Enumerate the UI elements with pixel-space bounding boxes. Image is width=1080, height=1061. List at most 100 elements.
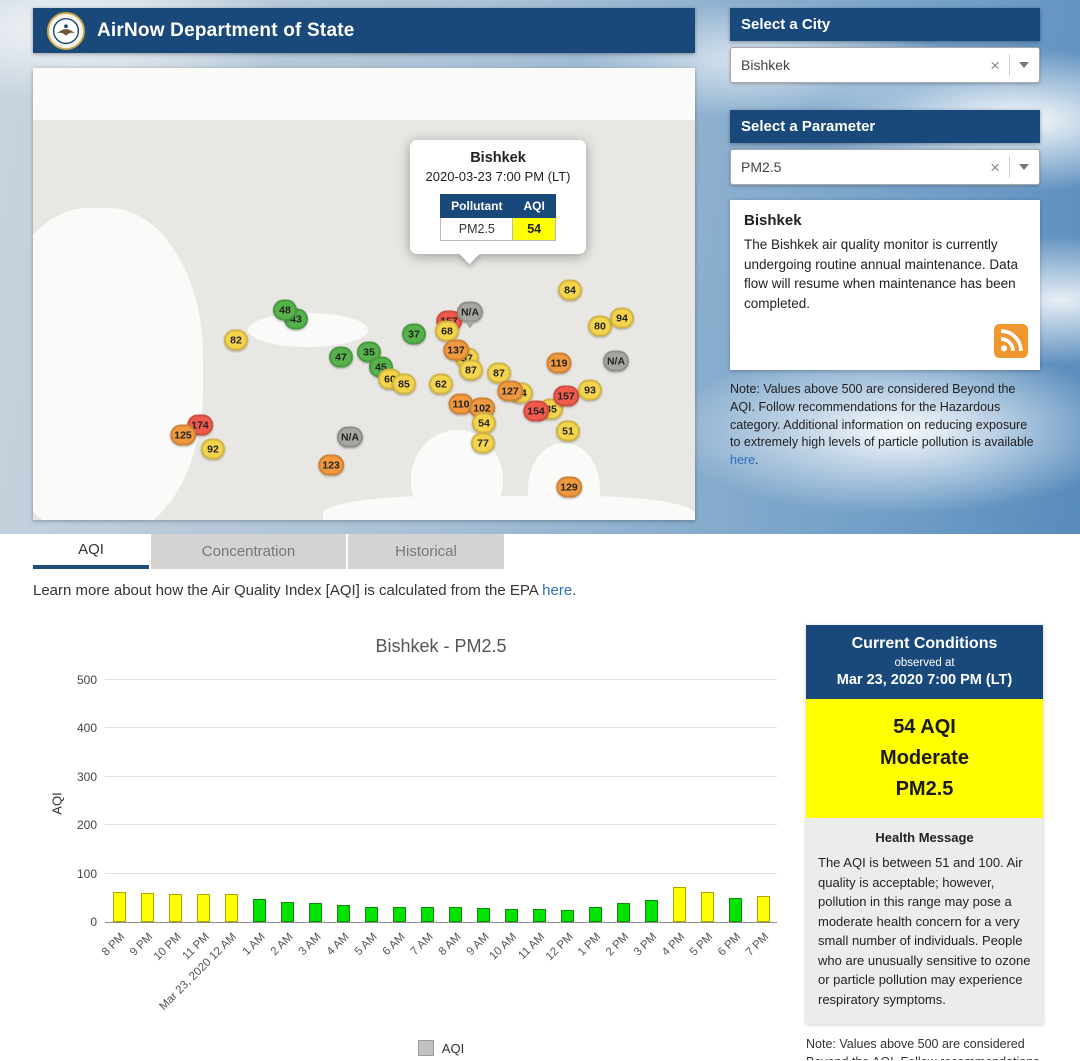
aqi-bar: [588, 906, 602, 922]
aqi-marker[interactable]: 93: [578, 379, 602, 401]
chevron-down-icon[interactable]: [1019, 164, 1029, 170]
x-tick-label: 4 PM: [660, 931, 688, 959]
monitor-info-box: Bishkek The Bishkek air quality monitor …: [730, 200, 1040, 370]
aqi-marker[interactable]: 154: [523, 400, 549, 422]
legend-swatch-icon: [417, 1040, 434, 1056]
map-water-indian-ocean: [323, 496, 695, 520]
popup-col-pollutant: Pollutant: [440, 193, 514, 218]
aqi-bar: [308, 902, 322, 922]
select-parameter-header: Select a Parameter: [730, 110, 1040, 143]
aqi-category: Moderate: [880, 747, 969, 769]
aqi-marker[interactable]: 51: [556, 420, 580, 442]
parameter-select-value: PM2.5: [741, 159, 782, 175]
popup-col-aqi: AQI: [512, 193, 556, 218]
aqi-marker[interactable]: 157: [553, 385, 579, 407]
tab-aqi[interactable]: AQI: [33, 534, 149, 569]
legend-label: AQI: [441, 1040, 465, 1056]
x-tick-label: 5 AM: [352, 931, 380, 959]
map-popup: Bishkek 2020-03-23 7:00 PM (LT) Pollutan…: [410, 140, 586, 264]
aqi-marker[interactable]: 110: [448, 393, 474, 415]
aqi-marker[interactable]: 84: [558, 279, 582, 301]
sidebar-note-link[interactable]: here: [730, 453, 756, 467]
aqi-marker[interactable]: 47: [329, 346, 353, 368]
chart-x-labels: 8 PM 9 PM 10 PM 11 PM Mar 23, 2020 12 AM 1 AM…: [100, 923, 777, 1018]
aqi-bar: [196, 894, 210, 922]
aqi-marker[interactable]: 137: [443, 339, 469, 361]
health-message-title: Health Message: [875, 830, 974, 845]
x-tick-label: 2 AM: [268, 931, 296, 959]
tab-historical[interactable]: Historical: [348, 534, 504, 569]
learn-more-after: .: [572, 582, 577, 599]
aqi-value: 54 AQI: [893, 716, 956, 738]
popup-city: Bishkek: [470, 150, 526, 166]
aqi-bar: [644, 900, 658, 922]
aqi-marker[interactable]: N/A: [336, 426, 364, 448]
y-tick-label: 400: [76, 721, 97, 736]
chart-legend: AQI: [105, 1040, 777, 1056]
aqi-bar: [504, 908, 518, 922]
aqi-marker[interactable]: 87: [459, 359, 483, 381]
aqi-bar: [728, 897, 742, 922]
aqi-marker[interactable]: 48: [273, 299, 297, 321]
aqi-parameter: PM2.5: [895, 778, 954, 800]
sidebar-note-before: Note: Values above 500 are considered Be…: [730, 382, 1034, 450]
aqi-marker[interactable]: 125: [170, 424, 196, 446]
aqi-marker[interactable]: 77: [471, 432, 495, 454]
aqi-summary-block: 54 AQI Moderate PM2.5: [806, 699, 1043, 818]
aqi-marker[interactable]: 127: [497, 380, 523, 402]
aqi-marker[interactable]: N/A: [456, 301, 484, 329]
health-message-text: The AQI is between 51 and 100. Air quali…: [818, 855, 1031, 1007]
current-conditions-panel: Current Conditions observed at Mar 23, 2…: [806, 625, 1043, 1024]
aqi-bar: [336, 905, 350, 922]
x-tick-label: 6 PM: [716, 931, 744, 959]
map-markers-layer: 4348823747354560851576897137878762741271…: [33, 68, 695, 520]
x-tick-label: 3 PM: [632, 931, 660, 959]
clear-parameter-icon[interactable]: ×: [990, 157, 1000, 177]
aqi-marker[interactable]: 85: [392, 373, 416, 395]
aqi-bar: [560, 909, 574, 922]
x-tick-label: 1 PM: [576, 931, 604, 959]
x-tick-label: 11 AM: [516, 931, 548, 962]
aqi-marker[interactable]: 92: [201, 438, 225, 460]
parameter-select[interactable]: PM2.5 ×: [730, 149, 1040, 185]
x-tick-label: 5 PM: [688, 931, 716, 959]
x-tick-label: 8 AM: [436, 931, 464, 959]
gridline: [105, 775, 777, 777]
aqi-marker[interactable]: N/A: [602, 350, 630, 372]
gridline: [105, 727, 777, 729]
aqi-marker[interactable]: 80: [588, 315, 612, 337]
aqi-bar: [280, 901, 294, 922]
aqi-marker[interactable]: 119: [546, 352, 572, 374]
aqi-marker[interactable]: 37: [402, 323, 426, 345]
city-select[interactable]: Bishkek ×: [730, 47, 1040, 83]
aqi-marker[interactable]: 54: [472, 412, 496, 434]
tab-concentration[interactable]: Concentration: [151, 534, 346, 569]
aqi-bar: [392, 907, 406, 922]
current-conditions-header: Current Conditions observed at Mar 23, 2…: [806, 625, 1043, 699]
gridline: [105, 824, 777, 826]
x-tick-label: 4 AM: [324, 931, 352, 959]
bottom-note-text: Note: Values above 500 are considered Be…: [806, 1037, 1039, 1060]
aqi-marker[interactable]: 129: [556, 476, 582, 498]
aqi-marker[interactable]: 62: [429, 373, 453, 395]
chart-title: Bishkek - PM2.5: [375, 636, 507, 656]
aqi-bar: [252, 898, 266, 922]
x-tick-label: 10 PM: [151, 931, 184, 963]
x-tick-label: 8 PM: [100, 931, 128, 959]
aqi-marker[interactable]: 94: [610, 307, 634, 329]
gridline: [105, 679, 777, 680]
gridline: [105, 872, 777, 874]
learn-more-link[interactable]: here: [542, 582, 573, 599]
clear-city-icon[interactable]: ×: [990, 55, 1000, 75]
chart-plot: 0 100 200 300 400 500: [77, 673, 777, 929]
x-tick-label: 6 AM: [380, 931, 408, 959]
aqi-marker[interactable]: 123: [318, 454, 344, 476]
y-tick-label: 200: [76, 818, 97, 833]
rss-icon[interactable]: [994, 324, 1028, 358]
observed-time: Mar 23, 2020 7:00 PM (LT): [836, 672, 1013, 688]
aqi-marker[interactable]: 68: [435, 320, 459, 342]
aqi-marker[interactable]: 87: [487, 362, 511, 384]
aqi-marker[interactable]: 82: [224, 329, 248, 351]
chevron-down-icon[interactable]: [1019, 62, 1029, 68]
air-quality-map[interactable]: 4348823747354560851576897137878762741271…: [33, 68, 695, 520]
